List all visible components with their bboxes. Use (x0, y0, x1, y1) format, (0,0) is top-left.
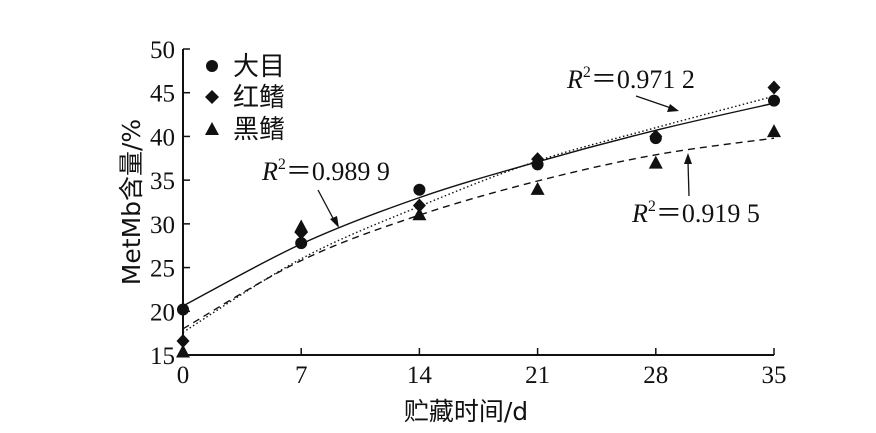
r2-arrow-3 (687, 161, 690, 197)
r2-arrowhead-1 (330, 216, 339, 228)
y-tick-label: 40 (150, 124, 175, 151)
data-point-triangle (767, 124, 781, 138)
x-tick-label: 7 (295, 362, 308, 389)
x-tick-label: 0 (177, 362, 190, 389)
y-tick-label: 20 (150, 299, 175, 326)
r2-annotation-2: R2＝0.971 2 (566, 64, 695, 112)
data-point-triangle (294, 219, 309, 233)
data-point-diamond (412, 198, 426, 213)
x-ticks: 0 7 14 21 28 35 (177, 348, 787, 389)
x-tick-label: 14 (407, 362, 433, 389)
y-tick-label: 30 (150, 212, 175, 239)
r2-arrowhead-2 (667, 104, 679, 112)
r2-arrow-1 (317, 189, 336, 223)
r2-arrowhead-3 (684, 153, 692, 164)
x-tick-label: 21 (525, 362, 550, 389)
y-tick-label: 25 (150, 256, 175, 283)
legend-marker-diamond (205, 90, 219, 104)
fit-line-series-1 (182, 102, 775, 307)
legend-label-1: 大目 (233, 52, 285, 82)
r2-label-3: R2＝0.919 5 (631, 198, 760, 228)
markers (176, 80, 781, 358)
legend-label-3: 黑鳍 (233, 115, 285, 145)
r2-label-2: R2＝0.971 2 (566, 64, 695, 94)
x-axis-title: 贮藏时间/d (404, 397, 528, 426)
legend-label-2: 红鳍 (233, 83, 285, 113)
y-tick-label: 45 (150, 81, 175, 108)
legend-marker-triangle (205, 122, 219, 135)
r2-arrow-2 (635, 95, 672, 109)
fit-lines (182, 95, 775, 333)
x-tick-label: 28 (643, 362, 668, 389)
data-point-diamond (767, 80, 781, 95)
data-point-triangle (648, 155, 663, 169)
fit-line-series-2 (182, 95, 775, 333)
legend: 大目 红鳍 黑鳍 (205, 52, 285, 145)
data-point-circle (295, 237, 308, 250)
data-point-triangle (412, 207, 427, 221)
plot-area: 15 20 25 30 35 40 45 50 0 7 14 21 28 35 (150, 37, 787, 389)
data-point-circle (768, 94, 780, 107)
x-tick-label: 35 (762, 362, 787, 389)
r2-annotation-3: R2＝0.919 5 (631, 153, 760, 228)
legend-marker-circle (206, 60, 218, 72)
data-point-triangle (530, 181, 545, 195)
data-point-circle (413, 183, 426, 196)
y-tick-label: 15 (150, 343, 175, 370)
data-point-circle (177, 303, 189, 316)
data-point-triangle (176, 344, 190, 358)
y-ticks: 15 20 25 30 35 40 45 50 (150, 37, 190, 370)
y-tick-label: 35 (150, 168, 175, 195)
y-axis-title: MetMb含量/% (117, 119, 146, 285)
data-point-diamond (531, 152, 545, 167)
y-tick-label: 50 (150, 37, 175, 64)
r2-annotation-1: R2＝0.989 9 (261, 156, 390, 228)
data-point-diamond (649, 129, 663, 144)
r2-label-1: R2＝0.989 9 (261, 156, 390, 186)
data-point-diamond (176, 334, 190, 349)
